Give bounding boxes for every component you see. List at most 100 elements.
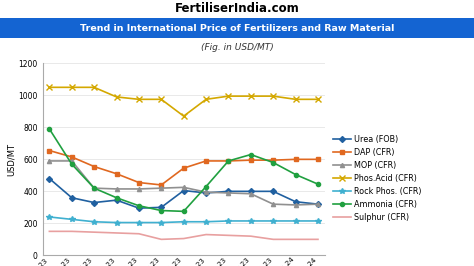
Rock Phos. (CFR): [248, 219, 254, 223]
Sulphur (CFR): [181, 237, 186, 240]
DAP (CFR): [293, 158, 299, 161]
DAP (CFR): [248, 159, 254, 162]
Ammonia (CFR): [270, 161, 276, 164]
Line: Rock Phos. (CFR): Rock Phos. (CFR): [46, 214, 321, 225]
DAP (CFR): [114, 172, 119, 175]
Urea (FOB): [114, 198, 119, 202]
Phos.Acid (CFR): [114, 95, 119, 98]
Rock Phos. (CFR): [136, 221, 142, 224]
DAP (CFR): [226, 159, 231, 163]
Phos.Acid (CFR): [46, 86, 52, 89]
DAP (CFR): [158, 183, 164, 186]
Sulphur (CFR): [91, 231, 97, 234]
MOP (CFR): [181, 186, 186, 189]
Text: (Fig. in USD/MT): (Fig. in USD/MT): [201, 44, 273, 52]
Y-axis label: USD/MT: USD/MT: [7, 143, 16, 176]
Sulphur (CFR): [315, 238, 321, 241]
Sulphur (CFR): [136, 232, 142, 235]
Rock Phos. (CFR): [181, 220, 186, 223]
Urea (FOB): [69, 196, 74, 199]
Phos.Acid (CFR): [181, 115, 186, 118]
Rock Phos. (CFR): [91, 220, 97, 223]
Urea (FOB): [226, 190, 231, 193]
Rock Phos. (CFR): [114, 221, 119, 224]
Sulphur (CFR): [226, 234, 231, 237]
MOP (CFR): [270, 202, 276, 206]
Phos.Acid (CFR): [226, 94, 231, 98]
Line: Phos.Acid (CFR): Phos.Acid (CFR): [46, 85, 321, 119]
Urea (FOB): [203, 191, 209, 194]
MOP (CFR): [248, 192, 254, 195]
Urea (FOB): [136, 207, 142, 210]
Ammonia (CFR): [158, 209, 164, 212]
Ammonia (CFR): [315, 182, 321, 186]
MOP (CFR): [203, 190, 209, 194]
DAP (CFR): [69, 155, 74, 159]
MOP (CFR): [158, 186, 164, 190]
MOP (CFR): [315, 202, 321, 206]
DAP (CFR): [181, 167, 186, 170]
Sulphur (CFR): [203, 233, 209, 236]
MOP (CFR): [69, 159, 74, 163]
Urea (FOB): [158, 206, 164, 209]
Phos.Acid (CFR): [293, 98, 299, 101]
Sulphur (CFR): [270, 238, 276, 241]
Sulphur (CFR): [114, 231, 119, 235]
Ammonia (CFR): [203, 185, 209, 188]
Phos.Acid (CFR): [315, 98, 321, 101]
Rock Phos. (CFR): [293, 219, 299, 223]
Urea (FOB): [181, 189, 186, 192]
Ammonia (CFR): [46, 127, 52, 131]
DAP (CFR): [315, 158, 321, 161]
Ammonia (CFR): [114, 196, 119, 199]
Phos.Acid (CFR): [270, 94, 276, 98]
Ammonia (CFR): [226, 159, 231, 163]
MOP (CFR): [136, 187, 142, 190]
Ammonia (CFR): [181, 210, 186, 213]
DAP (CFR): [270, 159, 276, 162]
Rock Phos. (CFR): [158, 221, 164, 224]
MOP (CFR): [226, 191, 231, 194]
Line: Urea (FOB): Urea (FOB): [47, 176, 320, 210]
Line: Ammonia (CFR): Ammonia (CFR): [47, 127, 320, 213]
MOP (CFR): [114, 187, 119, 190]
Phos.Acid (CFR): [91, 86, 97, 89]
Ammonia (CFR): [91, 186, 97, 190]
Urea (FOB): [315, 202, 321, 206]
Sulphur (CFR): [69, 230, 74, 233]
Rock Phos. (CFR): [315, 219, 321, 223]
Urea (FOB): [270, 190, 276, 193]
DAP (CFR): [203, 159, 209, 163]
Urea (FOB): [46, 177, 52, 180]
MOP (CFR): [46, 159, 52, 163]
Sulphur (CFR): [46, 230, 52, 233]
Rock Phos. (CFR): [226, 219, 231, 223]
Text: Trend in International Price of Fertilizers and Raw Material: Trend in International Price of Fertiliz…: [80, 23, 394, 32]
Phos.Acid (CFR): [248, 94, 254, 98]
Rock Phos. (CFR): [270, 219, 276, 223]
DAP (CFR): [91, 165, 97, 168]
Sulphur (CFR): [158, 238, 164, 241]
Phos.Acid (CFR): [158, 98, 164, 101]
Rock Phos. (CFR): [203, 220, 209, 223]
Urea (FOB): [91, 201, 97, 204]
Ammonia (CFR): [69, 163, 74, 166]
Urea (FOB): [248, 190, 254, 193]
Line: Sulphur (CFR): Sulphur (CFR): [49, 231, 318, 239]
Phos.Acid (CFR): [203, 98, 209, 101]
Sulphur (CFR): [248, 235, 254, 238]
Ammonia (CFR): [136, 204, 142, 207]
DAP (CFR): [46, 149, 52, 152]
Rock Phos. (CFR): [46, 215, 52, 219]
Line: DAP (CFR): DAP (CFR): [47, 148, 320, 187]
MOP (CFR): [293, 203, 299, 206]
Legend: Urea (FOB), DAP (CFR), MOP (CFR), Phos.Acid (CFR), Rock Phos. (CFR), Ammonia (CF: Urea (FOB), DAP (CFR), MOP (CFR), Phos.A…: [333, 135, 422, 222]
Ammonia (CFR): [248, 153, 254, 156]
Sulphur (CFR): [293, 238, 299, 241]
Ammonia (CFR): [293, 173, 299, 176]
Text: FertiliserIndia.com: FertiliserIndia.com: [174, 2, 300, 15]
MOP (CFR): [91, 186, 97, 190]
Rock Phos. (CFR): [69, 218, 74, 221]
Line: MOP (CFR): MOP (CFR): [47, 159, 320, 207]
Phos.Acid (CFR): [136, 98, 142, 101]
